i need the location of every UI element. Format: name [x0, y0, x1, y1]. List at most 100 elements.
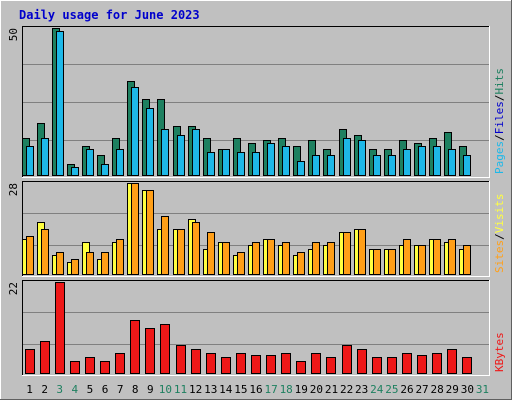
legend-entry: Files: [493, 101, 506, 134]
x-tick-day-11: 11: [174, 383, 187, 396]
bar-kbytes-day-9: [145, 328, 155, 374]
bar-files-day-14: [222, 149, 230, 176]
x-tick-day-8: 8: [132, 383, 139, 396]
bar-kbytes-day-30: [462, 357, 472, 374]
bar-files-day-26: [403, 149, 411, 176]
bar-files-day-18: [282, 146, 290, 176]
bar-kbytes-day-27: [417, 355, 427, 374]
bar-sites-day-10: [161, 216, 169, 275]
legend-entry: Hits: [493, 68, 506, 95]
bar-files-day-16: [252, 152, 260, 176]
legend-entry: Visits: [493, 194, 506, 234]
bar-kbytes-day-7: [115, 353, 125, 374]
bar-files-day-9: [146, 108, 154, 176]
bar-files-day-30: [463, 155, 471, 176]
x-tick-day-20: 20: [310, 383, 323, 396]
bar-files-day-7: [116, 149, 124, 176]
legend-entry: Sites: [493, 240, 506, 273]
bar-kbytes-day-15: [236, 353, 246, 374]
y-max-label: 22: [7, 282, 20, 295]
x-tick-day-14: 14: [219, 383, 233, 396]
y-max-label: 50: [7, 28, 20, 41]
bar-kbytes-day-24: [372, 357, 382, 374]
bar-files-day-21: [327, 155, 335, 176]
bar-files-day-15: [237, 152, 245, 176]
bar-kbytes-day-11: [176, 345, 186, 374]
bar-sites-day-3: [56, 252, 64, 275]
x-tick-day-31: 31: [476, 383, 489, 396]
x-tick-day-27: 27: [415, 383, 428, 396]
bar-kbytes-day-22: [342, 345, 352, 374]
x-axis-day-labels: 1 2 3 4 5 6 7 8 9 10 11 12 13 14 15 16 17 18 19 20 21 22 23 24 2…: [26, 383, 489, 396]
bar-sites-day-2: [41, 229, 49, 275]
legend: Pages/Files/Hits: [493, 68, 506, 174]
x-tick-day-1: 1: [26, 383, 33, 396]
bar-sites-day-1: [26, 236, 34, 275]
bar-sites-day-19: [297, 252, 305, 275]
legend-entry: /: [493, 233, 506, 240]
bar-kbytes-day-29: [447, 349, 457, 374]
bar-sites-day-8: [131, 183, 139, 275]
bar-sites-day-20: [312, 242, 320, 275]
bar-files-day-20: [312, 155, 320, 176]
x-tick-day-15: 15: [234, 383, 247, 396]
x-tick-day-17: 17: [264, 383, 277, 396]
bar-kbytes-day-14: [221, 357, 231, 374]
bar-files-day-5: [86, 149, 94, 176]
bar-files-day-27: [418, 146, 426, 176]
x-tick-day-30: 30: [461, 383, 474, 396]
bar-sites-day-17: [267, 239, 275, 275]
x-tick-day-25: 25: [385, 383, 398, 396]
bar-kbytes-day-5: [85, 357, 95, 374]
legend-entry: KBytes: [493, 332, 506, 372]
bar-files-day-11: [177, 135, 185, 176]
bar-sites-day-15: [237, 252, 245, 275]
bar-sites-day-24: [373, 249, 381, 275]
bar-kbytes-day-4: [70, 361, 80, 374]
x-tick-day-26: 26: [400, 383, 413, 396]
bar-sites-day-30: [463, 245, 471, 275]
bar-kbytes-day-20: [311, 353, 321, 374]
bar-sites-day-6: [101, 252, 109, 275]
bar-sites-day-29: [448, 239, 456, 275]
bar-kbytes-day-18: [281, 353, 291, 374]
x-tick-day-9: 9: [147, 383, 154, 396]
bar-sites-day-25: [388, 249, 396, 275]
panel-hits-files-pages: 50 Pages/Files/Hits: [7, 26, 506, 178]
bar-kbytes-day-12: [191, 349, 201, 374]
bar-sites-day-12: [192, 222, 200, 275]
bar-kbytes-day-26: [402, 353, 412, 374]
x-tick-day-2: 2: [41, 383, 48, 396]
bar-files-day-8: [131, 87, 139, 176]
x-tick-day-5: 5: [87, 383, 94, 396]
bar-sites-day-21: [327, 242, 335, 275]
bar-kbytes-day-25: [387, 357, 397, 374]
bar-sites-day-23: [358, 229, 366, 275]
bar-kbytes-day-19: [296, 361, 306, 374]
bar-kbytes-day-21: [326, 357, 336, 374]
bar-files-day-19: [297, 161, 305, 176]
bar-kbytes-day-16: [251, 355, 261, 374]
bar-files-day-12: [192, 129, 200, 176]
bar-kbytes-day-2: [40, 341, 50, 374]
bar-sites-day-11: [177, 229, 185, 275]
legend: KBytes: [493, 332, 506, 372]
bar-files-day-17: [267, 143, 275, 176]
bar-files-day-3: [56, 31, 64, 176]
legend-entry: Pages: [493, 141, 506, 174]
x-tick-day-13: 13: [204, 383, 217, 396]
bar-kbytes-day-1: [25, 349, 35, 374]
bar-files-day-2: [41, 138, 49, 176]
x-tick-day-19: 19: [295, 383, 308, 396]
bar-files-day-29: [448, 149, 456, 176]
x-tick-day-28: 28: [431, 383, 444, 396]
bar-files-day-22: [343, 138, 351, 176]
bar-sites-day-18: [282, 242, 290, 275]
bar-kbytes-day-10: [160, 324, 170, 374]
bar-files-day-1: [26, 146, 34, 176]
chart-title: Daily usage for June 2023: [19, 8, 200, 22]
bar-files-day-6: [101, 164, 109, 176]
bar-files-day-24: [373, 155, 381, 176]
x-tick-day-22: 22: [340, 383, 353, 396]
bar-sites-day-16: [252, 242, 260, 275]
